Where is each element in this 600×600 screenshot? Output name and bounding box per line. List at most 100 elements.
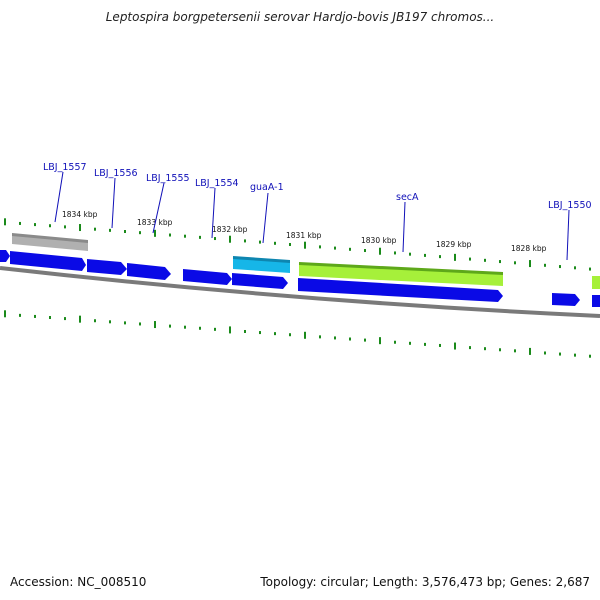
gc-tick [139,231,141,235]
gc-tick [94,319,96,323]
gc-tick [319,245,321,249]
gc-tick [4,218,6,226]
gc-tick [199,235,201,239]
gc-tick [424,253,426,257]
scale-label: 1830 kbp [361,236,397,245]
gene-label[interactable]: guaA-1 [250,182,284,193]
gc-tick [394,340,396,344]
cds-arrow[interactable] [552,293,580,306]
gc-tick [544,351,546,355]
gc-tick [259,240,261,244]
cds-arrow[interactable] [127,263,171,280]
gc-tick [34,223,36,227]
gc-tick [214,237,216,241]
gc-tick [64,225,66,229]
cds-arrow[interactable] [592,295,600,307]
cds-arrow[interactable] [0,250,10,262]
cds-arrow[interactable] [298,278,503,302]
gc-tick [364,338,366,342]
cds-arrow[interactable] [87,259,127,275]
scale-label: 1832 kbp [212,225,248,234]
gc-tick [274,241,276,245]
accession-text: Accession: NC_008510 [10,575,147,589]
gc-tick [574,353,576,357]
gc-tick [484,258,486,262]
gene-labels: LBJ_1557 LBJ_1556 LBJ_1555 LBJ_1554 guaA… [43,162,592,211]
cds-arrow[interactable] [232,273,288,289]
gc-tick [379,337,381,345]
cds-arrows [0,250,600,307]
guaA-feature-edge [233,256,290,263]
gc-tick [499,348,501,352]
gc-tick [529,260,531,268]
gene-label[interactable]: LBJ_1556 [94,168,138,179]
gc-tick [49,224,51,228]
chromosome-backbone [0,266,600,318]
scale-label: 1831 kbp [286,231,322,240]
gc-tick [199,326,201,330]
gc-skew-upper [4,218,591,271]
gc-tick [559,265,561,269]
cds-feature[interactable] [592,276,600,289]
gc-tick [289,242,291,246]
gc-tick [169,233,171,237]
map-title: Leptospira borgpetersenii serovar Hardjo… [105,10,495,24]
gene-label[interactable]: LBJ_1550 [548,200,592,211]
gc-tick [379,247,381,255]
gene-label[interactable]: LBJ_1557 [43,162,87,173]
cds-arrow[interactable] [10,251,86,271]
gc-tick [304,331,306,339]
gc-tick [139,322,141,326]
secA-feature[interactable] [299,263,503,286]
gc-tick [49,316,51,320]
gc-tick [559,352,561,356]
gene-label[interactable]: LBJ_1554 [195,178,239,189]
gc-tick [589,267,591,271]
gc-tick [469,257,471,261]
scale-label: 1834 kbp [62,210,98,219]
gc-tick [184,234,186,238]
gc-tick [514,349,516,353]
gene-label[interactable]: LBJ_1555 [146,173,190,184]
gc-tick [274,332,276,336]
gc-tick [259,331,261,335]
gc-tick [334,246,336,250]
gc-tick [454,253,456,261]
gc-tick [169,324,171,328]
gc-tick [64,317,66,321]
gc-tick [439,255,441,259]
scale-label: 1833 kbp [137,218,173,227]
gc-tick [499,260,501,264]
gc-tick [394,251,396,255]
gc-tick [109,320,111,324]
gc-tick [94,227,96,231]
pseudogene-feature[interactable] [12,234,88,251]
gc-tick [334,336,336,340]
gc-tick [454,342,456,350]
gc-tick [79,315,81,323]
gc-tick [439,343,441,347]
gc-tick [349,247,351,251]
cds-arrow[interactable] [183,269,232,285]
forward-features [12,233,600,289]
gene-label[interactable]: secA [396,192,419,203]
gc-tick [124,230,126,234]
gc-tick [19,221,21,225]
gc-tick [469,346,471,350]
gc-skew-lower [4,310,591,358]
gc-tick [184,325,186,329]
gc-tick [34,314,36,318]
gc-tick [244,239,246,243]
gc-tick [229,326,231,334]
gc-tick [124,321,126,325]
gc-tick [544,263,546,267]
gc-tick [424,342,426,346]
gc-tick [529,347,531,355]
genome-summary: Topology: circular; Length: 3,576,473 bp… [260,575,590,589]
gc-tick [229,235,231,243]
gc-tick [514,261,516,265]
scale-label: 1829 kbp [436,240,472,249]
scale-label: 1828 kbp [511,244,547,253]
gc-tick [154,229,156,237]
